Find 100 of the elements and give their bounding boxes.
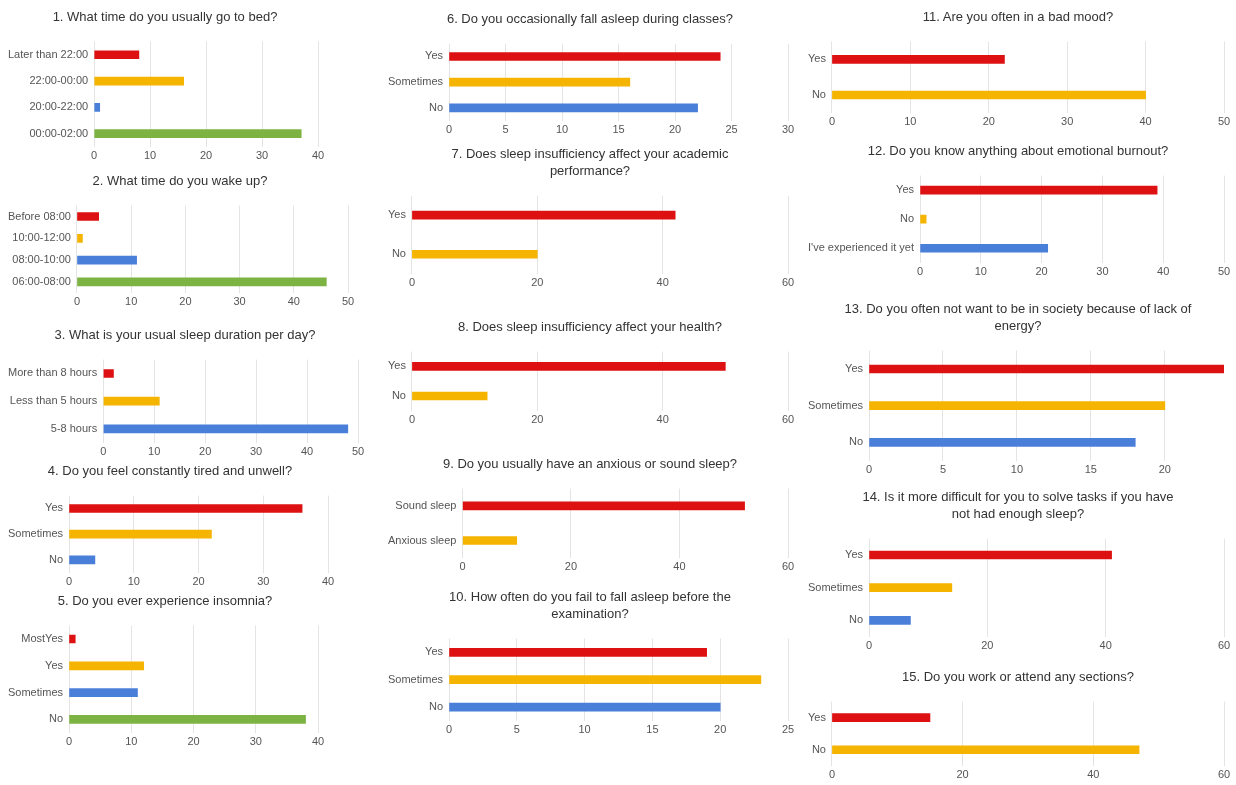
y-tick-label: Yes <box>45 501 64 514</box>
x-tick-label: 0 <box>445 723 453 736</box>
y-tick-label: No <box>428 100 444 113</box>
x-tick-label: 30 <box>1061 115 1074 128</box>
x-tick-label: 0 <box>916 265 924 278</box>
x-tick-label: 40 <box>287 295 300 308</box>
chart-title: 3. What is your usual sleep duration per day? <box>53 326 317 343</box>
y-tick-label: Yes <box>807 52 827 65</box>
chart-title: 10. How often do you fail to fall asleep before the examination? <box>448 588 732 622</box>
x-tick-label: 20 <box>668 123 682 136</box>
x-tick-label: 30 <box>255 149 269 162</box>
bar <box>920 243 1049 253</box>
x-tick-label: 10 <box>148 445 161 458</box>
x-tick-label: 10 <box>555 123 569 136</box>
x-tick-label: 5 <box>513 723 520 736</box>
bar <box>869 583 953 593</box>
x-tick-label: 5 <box>502 123 509 136</box>
bar <box>103 396 160 406</box>
x-tick-label: 60 <box>781 560 795 573</box>
x-tick-label: 40 <box>1157 265 1170 278</box>
bar <box>77 277 327 287</box>
y-tick-label: Yes <box>807 710 827 723</box>
x-tick-label: 40 <box>1087 768 1100 781</box>
y-tick-label: No <box>391 389 406 402</box>
bar <box>869 438 1136 447</box>
bar <box>94 50 140 60</box>
chart-title: 4. Do you feel constantly tired and unwell? <box>46 462 294 479</box>
x-tick-label: 20 <box>1035 265 1048 278</box>
x-tick-label: 0 <box>865 463 873 476</box>
bar <box>69 529 212 539</box>
y-tick-label: No <box>848 613 864 626</box>
x-tick-label: 40 <box>321 575 335 588</box>
y-tick-label: 06:00-08:00 <box>12 274 71 287</box>
bar <box>77 255 137 265</box>
x-tick-label: 20 <box>981 639 994 652</box>
x-tick-label: 10 <box>143 149 157 162</box>
y-tick-label: Sometimes <box>807 580 864 593</box>
x-tick-label: 40 <box>1139 115 1152 128</box>
y-tick-label: No <box>899 212 915 225</box>
chart-title: 12. Do you know anything about emotional burnout? <box>866 142 1170 159</box>
x-tick-label: 0 <box>408 413 416 426</box>
x-tick-label: 0 <box>100 445 107 458</box>
x-tick-label: 30 <box>233 295 246 308</box>
bar <box>449 52 721 61</box>
x-tick-label: 10 <box>127 575 140 588</box>
x-tick-label: 40 <box>300 445 314 458</box>
y-tick-label: Yes <box>387 208 407 221</box>
x-tick-label: 0 <box>828 115 836 128</box>
bar <box>869 550 1112 560</box>
x-tick-label: 30 <box>1096 265 1109 278</box>
bar <box>77 212 99 221</box>
y-tick-label: Anxious sleep <box>387 533 457 546</box>
y-tick-label: Sometimes <box>387 75 444 88</box>
bar <box>103 369 114 378</box>
bar <box>69 688 138 697</box>
bar <box>920 185 1158 195</box>
y-tick-label: No <box>848 435 864 448</box>
x-tick-label: 20 <box>714 723 727 736</box>
chart-title: 13. Do you often not want to be in society because of lack of energy? <box>843 300 1193 334</box>
bar <box>69 661 145 671</box>
x-tick-label: 60 <box>1217 768 1231 781</box>
bar <box>77 233 83 243</box>
x-tick-label: 40 <box>311 149 325 162</box>
x-tick-label: 20 <box>982 115 995 128</box>
x-tick-label: 0 <box>91 149 98 162</box>
x-tick-label: 20 <box>1158 463 1171 476</box>
x-tick-label: 10 <box>974 265 987 278</box>
chart-title: 15. Do you work or attend any sections? <box>901 668 1135 685</box>
x-tick-label: 50 <box>1217 265 1231 278</box>
x-tick-label: 10 <box>578 723 591 736</box>
x-tick-label: 25 <box>781 723 795 736</box>
x-tick-label: 20 <box>956 768 969 781</box>
y-tick-label: Less than 5 hours <box>9 394 98 407</box>
x-tick-label: 50 <box>1217 115 1231 128</box>
x-tick-label: 50 <box>341 295 355 308</box>
x-tick-label: 0 <box>445 123 453 136</box>
y-tick-label: Yes <box>896 183 915 196</box>
x-tick-label: 40 <box>1099 639 1112 652</box>
x-tick-label: 0 <box>65 575 73 588</box>
bar <box>869 401 1166 411</box>
y-tick-label: 22:00-00:00 <box>29 74 89 87</box>
x-tick-label: 10 <box>1010 463 1024 476</box>
x-tick-label: 20 <box>199 149 213 162</box>
y-tick-label: I've experienced it yet <box>808 241 915 254</box>
bar <box>94 76 184 86</box>
bar <box>869 364 1224 374</box>
y-tick-label: 5-8 hours <box>50 421 98 434</box>
x-tick-label: 0 <box>865 639 873 652</box>
bar <box>449 103 698 113</box>
y-tick-label: 20:00-22:00 <box>29 100 89 113</box>
x-tick-label: 60 <box>781 276 795 289</box>
x-tick-label: 10 <box>125 295 138 308</box>
y-tick-label: Sometimes <box>7 527 64 540</box>
x-tick-label: 50 <box>351 445 365 458</box>
bar <box>69 715 306 724</box>
x-tick-label: 0 <box>459 560 466 573</box>
x-tick-label: 40 <box>656 276 669 289</box>
y-tick-label: 00:00-02:00 <box>29 126 89 139</box>
x-tick-label: 30 <box>257 575 270 588</box>
bar <box>869 616 911 625</box>
